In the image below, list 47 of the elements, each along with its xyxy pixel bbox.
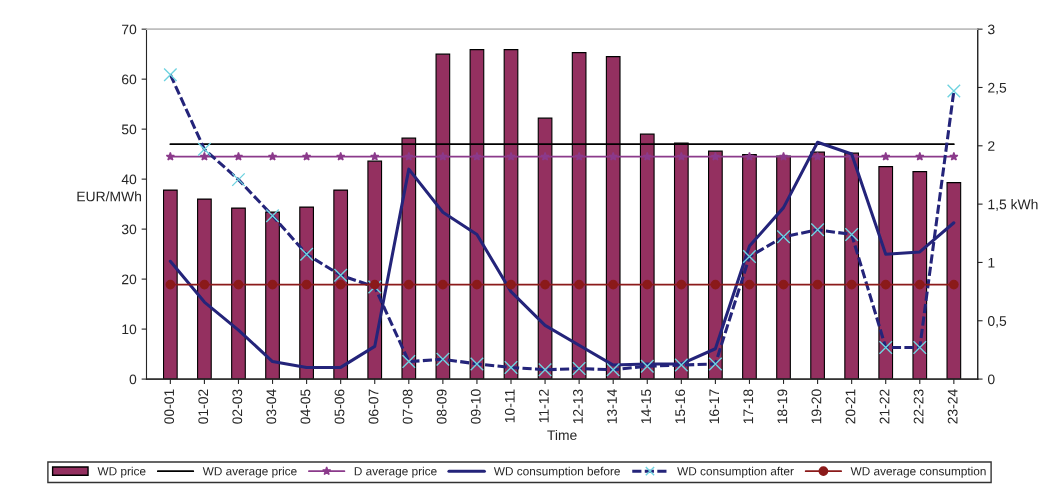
y2-tick-label: 0 <box>987 374 995 385</box>
legend-label: WD consumption before <box>493 466 620 478</box>
x-tick-label: 22-23 <box>913 389 924 424</box>
x-tick-label: 07-08 <box>402 389 413 424</box>
y2-tick-label: 0,5 <box>987 316 1007 328</box>
y-tick-label: 20 <box>122 274 137 285</box>
y-tick-label: 0 <box>129 374 137 385</box>
legend-label: D average price <box>354 466 437 478</box>
x-tick-label: 17-18 <box>743 389 754 424</box>
x-tick-label: 20-21 <box>845 389 856 424</box>
y-tick-label: 40 <box>121 174 137 185</box>
y2-tick-label: 1 <box>988 257 995 268</box>
y-tick-label: 10 <box>122 324 137 335</box>
x-tick-label: 06-07 <box>368 389 379 424</box>
x-axis-title: Time <box>547 429 577 441</box>
x-tick-label: 01-02 <box>198 389 209 424</box>
legend-label: WD average price <box>202 466 297 478</box>
x-tick-label: 16-17 <box>709 389 720 424</box>
x-tick-label: 14-15 <box>641 389 651 424</box>
x-tick-label: 04-05 <box>300 389 311 424</box>
x-tick-label: 18-19 <box>777 389 788 424</box>
y2-tick-label: 3 <box>987 24 995 35</box>
y2-tick-label: 2 <box>988 141 995 151</box>
x-tick-label: 19-20 <box>811 389 822 424</box>
x-tick-label: 00-01 <box>164 389 175 424</box>
y-tick-label: 50 <box>121 124 137 135</box>
x-tick-label: 10-11 <box>504 389 515 423</box>
legend-label: WD consumption after <box>677 466 794 478</box>
x-tick-label: 12-13 <box>573 389 583 424</box>
x-tick-label: 21-22 <box>879 389 890 424</box>
x-tick-label: 08-09 <box>436 389 447 424</box>
y-tick-label: 70 <box>122 24 137 35</box>
x-tick-label: 05-06 <box>334 389 345 424</box>
x-tick-label: 02-03 <box>232 389 243 424</box>
legend-label: WD price <box>97 466 146 478</box>
y-tick-label: 30 <box>121 224 137 235</box>
y2-tick-label: 1,5 kWh <box>988 199 1038 211</box>
x-tick-label: 13-14 <box>607 389 617 424</box>
legend-label: WD average consumption <box>850 466 986 478</box>
x-tick-label: 15-16 <box>675 389 686 424</box>
x-tick-label: 03-04 <box>266 389 277 424</box>
y-tick-label: 60 <box>122 74 137 85</box>
x-tick-label: 23-24 <box>947 389 958 424</box>
y2-tick-label: 2,5 <box>988 82 1007 95</box>
y-axis-title: EUR/MWh <box>77 191 141 202</box>
x-tick-label: 09-10 <box>470 389 481 424</box>
x-tick-label: 11-12 <box>538 389 549 423</box>
